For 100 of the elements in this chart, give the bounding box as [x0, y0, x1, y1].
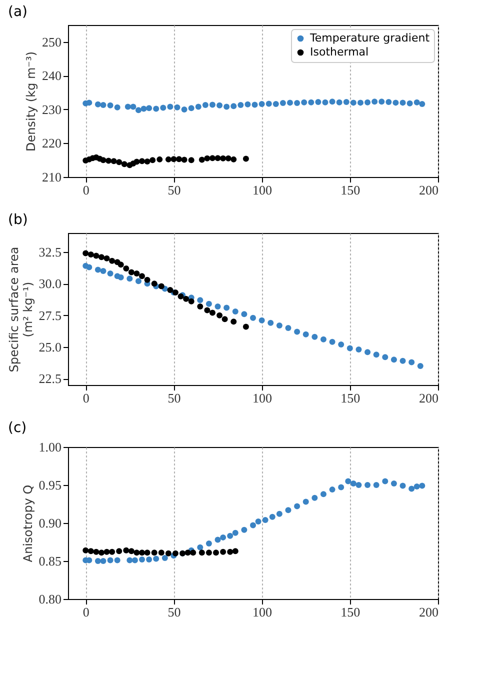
y-tick-label: 210: [42, 170, 62, 184]
point: [140, 106, 147, 112]
point: [213, 550, 219, 556]
point: [82, 250, 89, 256]
point: [206, 550, 212, 556]
point: [88, 252, 94, 258]
point: [336, 99, 342, 106]
point: [364, 482, 371, 488]
point: [227, 532, 234, 539]
point: [158, 550, 164, 556]
point: [176, 156, 182, 162]
y-tick-label: 220: [42, 136, 62, 151]
point: [104, 548, 110, 555]
point: [262, 516, 268, 523]
point: [100, 157, 106, 164]
point: [364, 349, 371, 356]
point: [82, 547, 89, 554]
point: [158, 283, 164, 290]
point: [107, 557, 114, 564]
point: [198, 156, 205, 163]
point: [100, 268, 106, 274]
point: [214, 536, 221, 543]
point: [139, 273, 145, 280]
x-tick-label: 200: [419, 390, 438, 406]
point: [114, 557, 120, 564]
point: [135, 107, 142, 114]
point: [94, 266, 101, 273]
point: [139, 550, 145, 556]
point: [302, 498, 309, 505]
y-tick-label: 0.90: [38, 516, 62, 530]
point: [100, 558, 106, 564]
point: [134, 550, 140, 556]
point: [183, 296, 190, 302]
point: [266, 100, 272, 107]
point: [301, 99, 308, 106]
point: [230, 103, 237, 110]
point: [386, 99, 392, 106]
point: [242, 324, 249, 330]
point: [252, 102, 258, 108]
y-tick-label: 240: [42, 68, 62, 84]
point: [329, 486, 336, 493]
point: [224, 104, 230, 110]
point: [86, 264, 92, 270]
point: [174, 104, 180, 110]
point: [106, 158, 112, 164]
point: [346, 345, 353, 352]
x-tick-label: 100: [252, 390, 272, 406]
point: [400, 100, 406, 106]
point: [206, 540, 212, 547]
point: [202, 102, 208, 108]
x-tick-label: 150: [340, 182, 360, 198]
point: [134, 270, 140, 277]
point: [214, 155, 221, 162]
point: [144, 550, 150, 556]
point: [209, 310, 216, 316]
point: [165, 156, 172, 162]
y-tick-label: 22.5: [38, 371, 62, 386]
point: [406, 100, 413, 106]
point: [285, 507, 292, 514]
point: [308, 99, 314, 106]
point: [126, 276, 133, 282]
point: [250, 522, 256, 528]
point: [93, 548, 100, 555]
point: [232, 548, 238, 554]
point: [216, 312, 223, 318]
point: [188, 157, 194, 164]
point: [373, 352, 380, 358]
point: [128, 269, 134, 276]
point: [232, 530, 238, 536]
point: [338, 484, 344, 490]
point: [116, 548, 122, 554]
y-tick-label: 0.85: [38, 554, 62, 568]
point: [343, 99, 350, 106]
point: [214, 303, 221, 310]
point: [110, 158, 117, 164]
point: [128, 548, 134, 554]
point: [227, 548, 234, 555]
point: [372, 98, 378, 105]
point: [118, 274, 124, 280]
point: [232, 308, 238, 315]
point: [195, 104, 202, 110]
point: [107, 102, 114, 108]
point: [198, 550, 205, 556]
point: [414, 484, 420, 490]
point: [123, 547, 130, 554]
point: [118, 262, 124, 268]
point: [338, 341, 344, 348]
point: [146, 105, 152, 112]
x-tick-label: 50: [168, 390, 181, 406]
point: [294, 328, 300, 335]
point: [312, 494, 318, 501]
x-tick-label: 50: [168, 182, 181, 198]
point: [244, 101, 251, 108]
point: [255, 518, 262, 524]
point: [190, 550, 196, 556]
point: [134, 158, 140, 165]
point: [220, 548, 226, 555]
point: [116, 159, 122, 166]
point: [350, 100, 356, 106]
point: [400, 482, 406, 489]
